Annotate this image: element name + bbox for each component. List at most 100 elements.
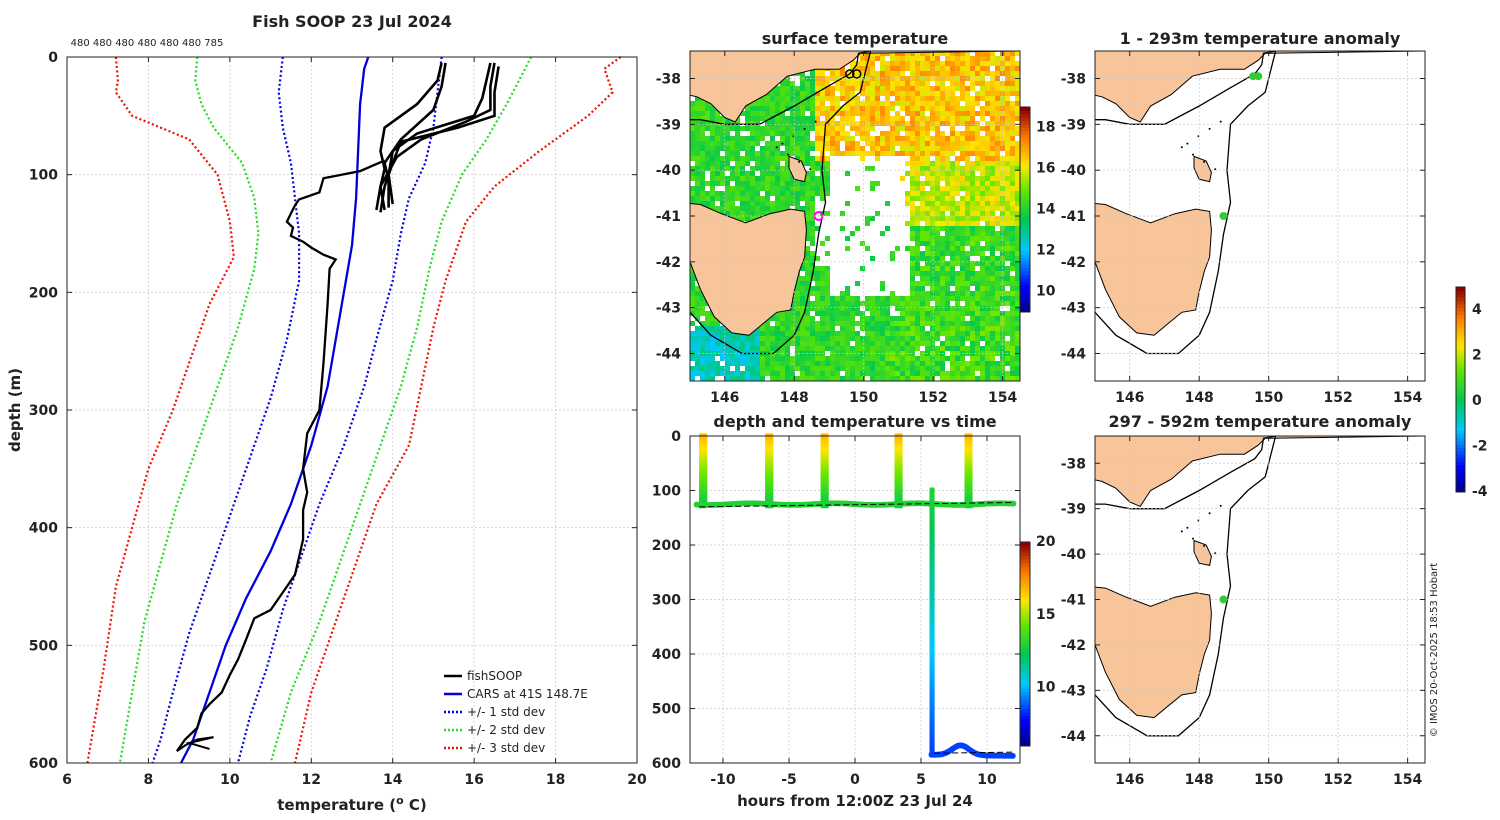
sst-pixel bbox=[760, 126, 765, 131]
colorbar-segment bbox=[1456, 423, 1465, 428]
sst-pixel bbox=[950, 371, 955, 376]
sst-pixel bbox=[1000, 176, 1005, 181]
sst-pixel bbox=[980, 326, 985, 331]
sst-pixel bbox=[935, 251, 940, 256]
sst-pixel bbox=[995, 341, 1000, 346]
sst-pixel bbox=[950, 101, 955, 106]
sst-pixel bbox=[840, 226, 845, 231]
sst-pixel bbox=[925, 121, 930, 126]
sst-pixel bbox=[740, 211, 745, 216]
y-tick-label: -39 bbox=[656, 117, 681, 133]
sst-pixel bbox=[970, 346, 975, 351]
sst-pixel bbox=[795, 351, 800, 356]
sst-pixel bbox=[865, 101, 870, 106]
sst-pixel bbox=[970, 161, 975, 166]
colorbar-segment bbox=[1020, 219, 1030, 224]
sst-pixel bbox=[950, 141, 955, 146]
sst-pixel bbox=[795, 201, 800, 206]
sst-pixel bbox=[930, 71, 935, 76]
sst-pixel bbox=[695, 356, 700, 361]
sst-pixel bbox=[780, 106, 785, 111]
sst-pixel bbox=[890, 351, 895, 356]
sst-pixel bbox=[955, 321, 960, 326]
sst-pixel bbox=[945, 146, 950, 151]
sst-pixel bbox=[915, 316, 920, 321]
profile-cars_plus2 bbox=[269, 56, 533, 764]
sst-pixel bbox=[765, 131, 770, 136]
sst-pixel bbox=[705, 346, 710, 351]
sst-pixel bbox=[840, 326, 845, 331]
sst-pixel bbox=[890, 136, 895, 141]
sst-pixel bbox=[1010, 196, 1015, 201]
sst-pixel bbox=[690, 141, 695, 146]
sst-pixel bbox=[780, 206, 785, 211]
sst-pixel bbox=[695, 171, 700, 176]
sst-pixel bbox=[835, 331, 840, 336]
islet bbox=[1192, 537, 1194, 540]
colorbar-frame bbox=[1019, 106, 1031, 313]
sst-pixel bbox=[880, 121, 885, 126]
sst-pixel bbox=[950, 246, 955, 251]
sst-pixel bbox=[915, 161, 920, 166]
sst-pixel bbox=[840, 306, 845, 311]
colorbar-segment bbox=[1020, 684, 1030, 689]
sst-pixel bbox=[880, 71, 885, 76]
sst-pixel bbox=[715, 361, 720, 366]
sst-pixel bbox=[985, 141, 990, 146]
sst-pixel bbox=[935, 56, 940, 61]
sst-pixel bbox=[805, 281, 810, 286]
islet bbox=[1219, 120, 1222, 123]
sst-pixel bbox=[1005, 211, 1010, 216]
sst-pixel bbox=[930, 236, 935, 241]
x-tick-label: 0 bbox=[850, 772, 860, 788]
sst-pixel bbox=[905, 131, 910, 136]
sst-pixel bbox=[820, 111, 825, 116]
colorbar-segment bbox=[1020, 127, 1030, 132]
colorbar-segment bbox=[1020, 627, 1030, 631]
colorbar-tick-label: 14 bbox=[1036, 202, 1056, 218]
sst-pixel bbox=[950, 211, 955, 216]
sst-pixel bbox=[1000, 216, 1005, 221]
sst-pixel bbox=[905, 221, 910, 226]
sst-pixel bbox=[785, 196, 790, 201]
sst-pixel bbox=[775, 321, 780, 326]
sst-pixel bbox=[955, 206, 960, 211]
sst-pixel bbox=[990, 151, 995, 156]
sst-pixel bbox=[955, 336, 960, 341]
sst-pixel bbox=[860, 111, 865, 116]
legend-entry: +/- 3 std dev bbox=[467, 741, 545, 755]
colorbar-segment bbox=[1020, 171, 1030, 176]
sst-pixel bbox=[950, 191, 955, 196]
sst-pixel bbox=[805, 286, 810, 291]
sst-pixel bbox=[910, 116, 915, 121]
sst-pixel bbox=[850, 296, 855, 301]
sst-pixel bbox=[865, 121, 870, 126]
sst-pixel bbox=[985, 231, 990, 236]
sst-pixel bbox=[1010, 176, 1015, 181]
sst-pixel bbox=[805, 181, 810, 186]
sst-pixel bbox=[1000, 316, 1005, 321]
islet bbox=[787, 153, 789, 156]
colorbar-segment bbox=[1020, 288, 1030, 292]
sst-pixel bbox=[765, 211, 770, 216]
sst-pixel bbox=[805, 196, 810, 201]
sst-pixel bbox=[725, 126, 730, 131]
sst-pixel bbox=[895, 351, 900, 356]
colorbar-segment bbox=[1020, 284, 1030, 289]
sst-pixel bbox=[1015, 346, 1020, 351]
sst-pixel bbox=[955, 241, 960, 246]
sst-pixel bbox=[715, 346, 720, 351]
colorbar-segment bbox=[1456, 293, 1465, 298]
sst-pixel bbox=[875, 181, 880, 186]
sst-pixel bbox=[935, 61, 940, 66]
sst-pixel bbox=[970, 356, 975, 361]
sst-pixel bbox=[885, 81, 890, 86]
sst-pixel bbox=[880, 131, 885, 136]
colorbar-segment bbox=[1456, 334, 1465, 339]
sst-pixel bbox=[810, 316, 815, 321]
sst-pixel bbox=[775, 166, 780, 171]
y-axis-label: depth (m) bbox=[6, 368, 24, 452]
sst-pixel bbox=[785, 206, 790, 211]
sst-pixel bbox=[765, 151, 770, 156]
sst-pixel bbox=[875, 141, 880, 146]
